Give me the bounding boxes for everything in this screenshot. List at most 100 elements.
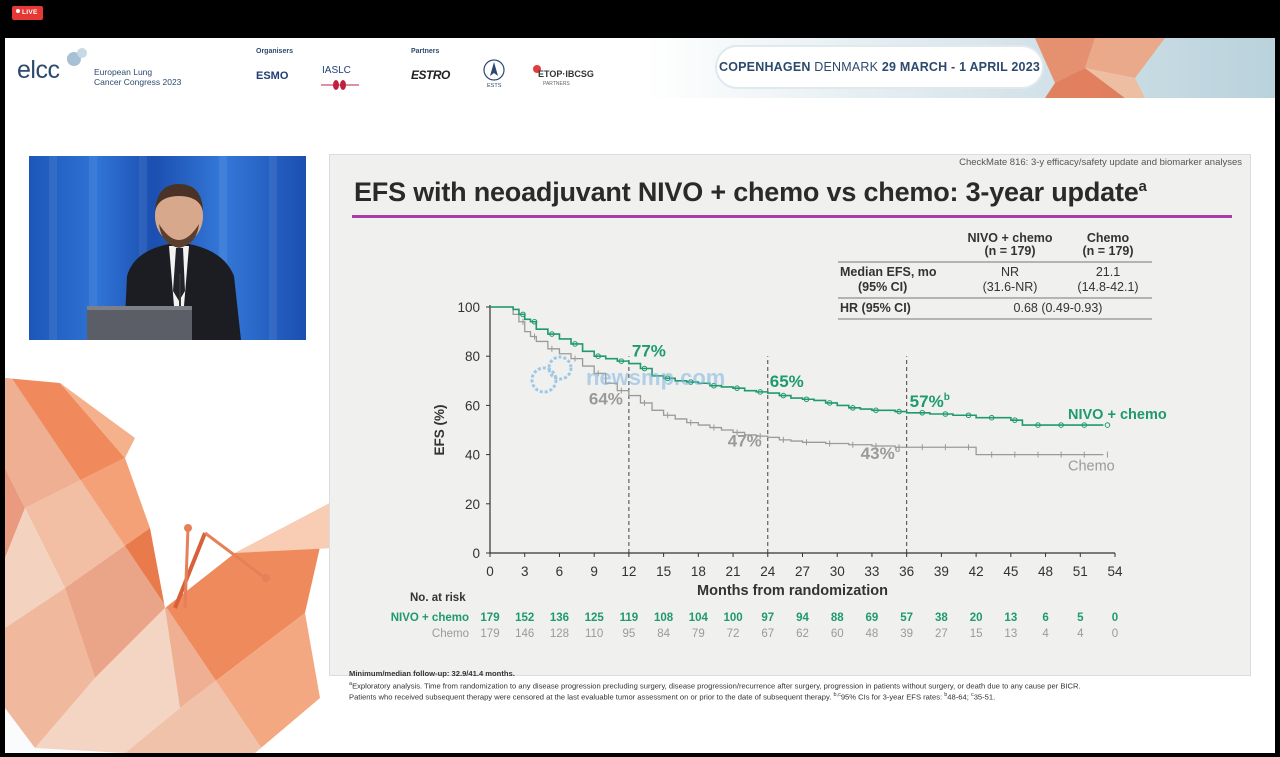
at-risk-value: 136 [550, 612, 569, 624]
table-chemo-head2: (n = 179) [1082, 244, 1133, 258]
x-tick-label: 30 [830, 564, 845, 579]
series-end-label: NIVO + chemo [1068, 407, 1167, 423]
y-tick-label: 20 [465, 497, 480, 512]
at-risk-value: 119 [620, 612, 639, 624]
location-country: DENMARK [814, 60, 879, 74]
location-pill: COPENHAGEN DENMARK 29 MARCH - 1 APRIL 20… [717, 47, 1042, 87]
ests-logo: ESTS [487, 83, 502, 89]
y-tick-label: 40 [465, 448, 480, 463]
table-hr-value: 0.68 (0.49-0.93) [1014, 301, 1103, 315]
footnote-followup: Minimum/median follow-up: 32.9/41.4 mont… [349, 669, 515, 678]
at-risk-value: 100 [723, 612, 742, 624]
censor-mark [849, 405, 856, 411]
km-chart: 0 3 6 9 12 15 18 21 24 27 30 33 36 39 42 45 48 51 54020406… [391, 231, 1167, 640]
at-risk-value: 15 [970, 628, 983, 640]
rate-label: 47% [728, 431, 762, 450]
footnote-a-marker: a [349, 681, 353, 687]
at-risk-value: 94 [796, 612, 809, 624]
y-axis-title: EFS (%) [432, 404, 447, 455]
at-risk-value: 72 [727, 628, 740, 640]
table-nivo-median: NR [1001, 265, 1019, 279]
x-tick-label: 21 [726, 564, 741, 579]
at-risk-value: 20 [970, 612, 983, 624]
x-tick-label: 6 [556, 564, 564, 579]
censor-mark [780, 392, 787, 399]
censor-mark [988, 414, 995, 421]
at-risk-value: 146 [515, 628, 534, 640]
censor-mark [664, 375, 671, 382]
at-risk-value: 104 [689, 612, 709, 624]
elcc-logo: elcc [17, 56, 60, 84]
footnote-a: aExploratory analysis. Time from randomi… [349, 679, 1081, 692]
iaslc-lungs-icon [321, 80, 359, 90]
congress-banner: elcc European Lung Cancer Congress 2023 … [5, 38, 1275, 98]
y-tick-label: 100 [457, 300, 480, 315]
censor-mark [896, 408, 902, 415]
table-median-label2: (95% CI) [858, 280, 907, 294]
x-tick-label: 36 [899, 564, 914, 579]
rate-label: 43%c [861, 444, 901, 463]
x-tick-label: 48 [1038, 564, 1053, 579]
x-tick-label: 18 [691, 564, 706, 579]
table-nivo-head1: NIVO + chemo [967, 231, 1052, 245]
censor-mark [919, 409, 926, 416]
location-dates: 29 MARCH - 1 APRIL 2023 [881, 60, 1040, 74]
censor-mark [1035, 422, 1041, 428]
y-tick-label: 0 [472, 546, 480, 561]
x-tick-label: 45 [1003, 564, 1018, 579]
censor-mark [711, 382, 717, 389]
at-risk-value: 13 [1004, 628, 1017, 640]
x-tick-label: 12 [621, 564, 636, 579]
at-risk-value: 88 [831, 612, 844, 624]
censor-mark [803, 396, 810, 403]
x-tick-label: 24 [760, 564, 776, 579]
table-chemo-median: 21.1 [1096, 265, 1120, 279]
title-rule [352, 215, 1232, 218]
x-tick-label: 15 [656, 564, 671, 579]
x-tick-label: 9 [590, 564, 598, 579]
censor-mark [549, 331, 555, 337]
speaker-figure-icon [87, 184, 241, 340]
table-median-label1: Median EFS, mo [840, 265, 937, 279]
at-risk-value: 108 [654, 612, 674, 624]
live-dot-icon [16, 9, 20, 13]
at-risk-value: 95 [622, 628, 635, 640]
table-hr-label: HR (95% CI) [840, 301, 911, 315]
at-risk-value: 0 [1112, 628, 1118, 640]
at-risk-value: 13 [1004, 612, 1017, 624]
rate-label-sup: b [944, 392, 950, 403]
elcc-bubble-icon [77, 48, 87, 58]
at-risk-value: 84 [657, 628, 670, 640]
at-risk-value: 179 [480, 612, 499, 624]
x-tick-label: 33 [864, 564, 879, 579]
at-risk-value: 62 [796, 628, 809, 640]
at-risk-value: 97 [761, 612, 774, 624]
footnote-c-ci: 35-51. [973, 692, 996, 702]
butterfly-decoration-icon [5, 378, 335, 753]
x-tick-label: 27 [795, 564, 810, 579]
x-tick-label: 0 [486, 564, 494, 579]
at-risk-value: 60 [831, 628, 844, 640]
watermark: newsmp.com [530, 355, 725, 394]
y-tick-label: 80 [465, 349, 480, 364]
at-risk-value: 67 [761, 628, 774, 640]
estro-logo: ESTRO [411, 68, 450, 82]
ests-emblem-icon [483, 59, 505, 81]
at-risk-value: 69 [866, 612, 879, 624]
footnote-b-ci-marker: b [944, 692, 948, 698]
speaker-camera-feed [29, 156, 306, 340]
congress-line1: European Lung [94, 67, 153, 77]
at-risk-value: 5 [1077, 612, 1084, 624]
censor-mark [595, 353, 601, 359]
x-tick-label: 3 [521, 564, 529, 579]
stage-light-decoration [5, 368, 265, 753]
x-tick-label: 51 [1073, 564, 1088, 579]
partners-label: Partners [411, 48, 440, 55]
rate-label-sup: c [895, 444, 901, 455]
censor-mark [641, 365, 648, 372]
at-risk-value: 27 [935, 628, 948, 640]
butterfly-header-icon [1035, 38, 1165, 98]
at-risk-value: 152 [515, 612, 534, 624]
footnote-a-text: Exploratory analysis. Time from randomiz… [352, 681, 1081, 691]
table-chemo-ci: (14.8-42.1) [1077, 280, 1138, 294]
